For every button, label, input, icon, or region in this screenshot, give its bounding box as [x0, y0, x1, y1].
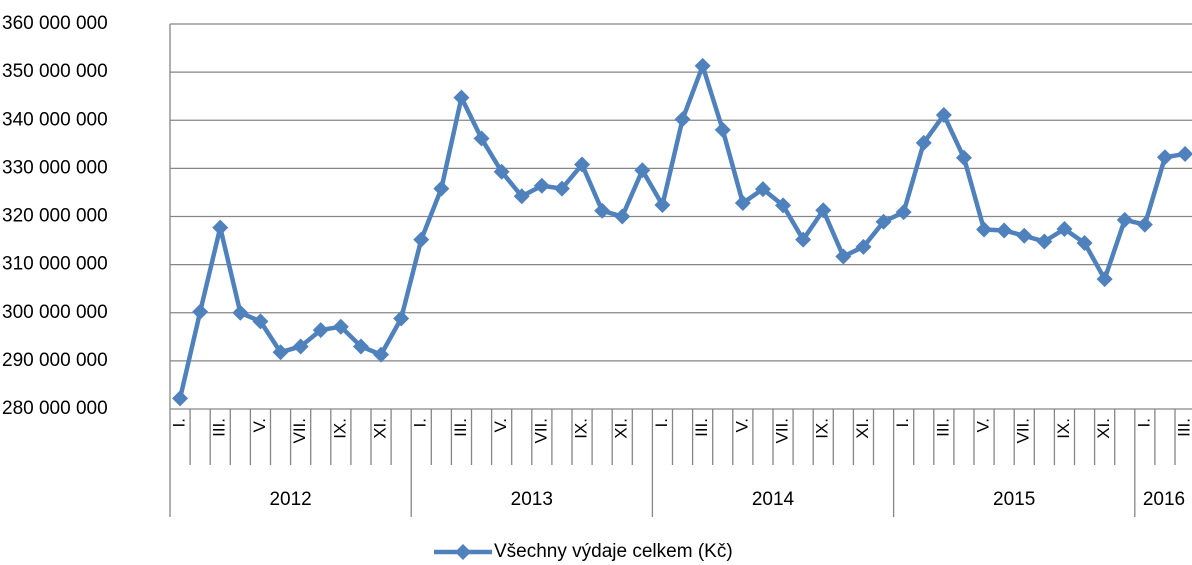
data-point: [413, 231, 430, 248]
data-point: [895, 204, 912, 221]
data-point: [976, 221, 993, 238]
year-label: 2015: [993, 489, 1035, 510]
y-tick-label: 310 000 000: [2, 254, 108, 275]
data-point: [694, 57, 711, 74]
data-point: [815, 202, 832, 219]
data-point: [734, 195, 751, 212]
x-tick-label: VII.: [1014, 418, 1033, 444]
data-point: [955, 149, 972, 166]
data-point: [533, 177, 550, 194]
x-tick-label: III.: [933, 418, 952, 437]
x-tick-label: IX.: [572, 418, 591, 439]
data-point: [553, 180, 570, 197]
x-tick-label: XI.: [612, 418, 631, 439]
data-point: [332, 318, 349, 335]
data-point: [473, 130, 490, 147]
data-point: [614, 208, 631, 225]
x-tick-label: I.: [170, 418, 189, 427]
data-point: [915, 134, 932, 151]
x-tick-label: IX.: [330, 418, 349, 439]
year-label: 2016: [1143, 489, 1185, 510]
y-tick-label: 350 000 000: [2, 61, 108, 82]
x-tick-label: VII.: [773, 418, 792, 444]
year-label: 2013: [511, 489, 553, 510]
x-tick-label: III.: [451, 418, 470, 437]
x-tick-label: V.: [491, 418, 510, 433]
data-point: [192, 303, 209, 320]
data-point: [875, 213, 892, 230]
y-tick-label: 320 000 000: [2, 206, 108, 227]
data-point: [835, 248, 852, 265]
data-point: [252, 313, 269, 330]
x-tick-label: VII.: [531, 418, 550, 444]
x-tick-label: I.: [652, 418, 671, 427]
data-point: [775, 197, 792, 214]
x-tick-label: V.: [974, 418, 993, 433]
data-point: [996, 222, 1013, 239]
x-tick-label: I.: [411, 418, 430, 427]
x-tick-label: XI.: [1094, 418, 1113, 439]
data-point: [754, 181, 771, 198]
x-tick-label: XI.: [371, 418, 390, 439]
data-point: [674, 111, 691, 128]
x-tick-label: V.: [732, 418, 751, 433]
y-tick-label: 330 000 000: [2, 157, 108, 178]
y-tick-label: 290 000 000: [2, 350, 108, 371]
data-point: [292, 338, 309, 355]
data-point: [1136, 216, 1153, 233]
data-point: [393, 310, 410, 327]
data-point: [1116, 211, 1133, 228]
data-point: [654, 196, 671, 213]
x-tick-label: III.: [1175, 418, 1192, 437]
data-point: [513, 188, 530, 205]
y-tick-label: 300 000 000: [2, 302, 108, 323]
data-point: [855, 238, 872, 255]
data-point: [352, 338, 369, 355]
y-tick-label: 360 000 000: [2, 13, 108, 34]
x-tick-label: III.: [692, 418, 711, 437]
data-point: [594, 202, 611, 219]
data-point: [1016, 227, 1033, 244]
x-tick-label: IX.: [1054, 418, 1073, 439]
y-tick-label: 280 000 000: [2, 398, 108, 419]
data-point: [935, 106, 952, 123]
data-point: [634, 162, 651, 179]
data-point: [172, 390, 189, 407]
x-tick-label: III.: [210, 418, 229, 437]
x-tick-label: XI.: [853, 418, 872, 439]
data-point: [1076, 234, 1093, 251]
y-tick-label: 340 000 000: [2, 109, 108, 130]
data-point: [1156, 149, 1173, 166]
x-tick-label: IX.: [813, 418, 832, 439]
data-point: [433, 180, 450, 197]
data-point: [1036, 233, 1053, 250]
x-tick-label: VII.: [290, 418, 309, 444]
data-point: [493, 163, 510, 180]
legend-label: Všechny výdaje celkem (Kč): [494, 541, 733, 562]
data-point: [232, 304, 249, 321]
data-point: [795, 231, 812, 248]
legend-marker: [455, 544, 471, 560]
data-point: [453, 89, 470, 106]
data-point: [714, 121, 731, 138]
data-point: [212, 219, 229, 236]
data-point: [373, 346, 390, 363]
data-point: [1096, 271, 1113, 288]
year-label: 2012: [269, 489, 311, 510]
data-point: [1177, 145, 1192, 162]
x-tick-label: I.: [1134, 418, 1153, 427]
data-point: [1056, 221, 1073, 238]
data-point: [272, 344, 289, 361]
x-tick-label: V.: [250, 418, 269, 433]
data-point: [574, 156, 591, 173]
x-tick-label: I.: [893, 418, 912, 427]
year-label: 2014: [752, 489, 795, 510]
data-point: [312, 322, 329, 339]
